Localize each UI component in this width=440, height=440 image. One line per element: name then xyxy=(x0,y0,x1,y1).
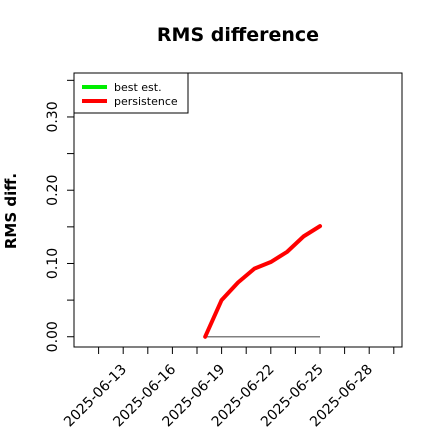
y-tick-label: 0.30 xyxy=(45,101,61,132)
legend-label: best est. xyxy=(114,81,162,94)
chart-title: RMS difference xyxy=(156,24,320,46)
x-axis: 2025-06-132025-06-162025-06-192025-06-22… xyxy=(61,347,395,430)
plot-frame xyxy=(73,72,403,348)
legend-label: persistence xyxy=(114,95,178,108)
y-tick-label: 0.00 xyxy=(45,321,61,352)
series-layer xyxy=(203,224,322,339)
y-axis: 0.00 0.10 0.20 0.30 xyxy=(45,79,74,352)
legend-box xyxy=(73,72,189,114)
series-line-persistence xyxy=(203,224,322,339)
y-tick-label: 0.10 xyxy=(45,248,61,279)
y-tick-label: 0.20 xyxy=(45,175,61,206)
legend: best est.persistence xyxy=(73,72,189,114)
